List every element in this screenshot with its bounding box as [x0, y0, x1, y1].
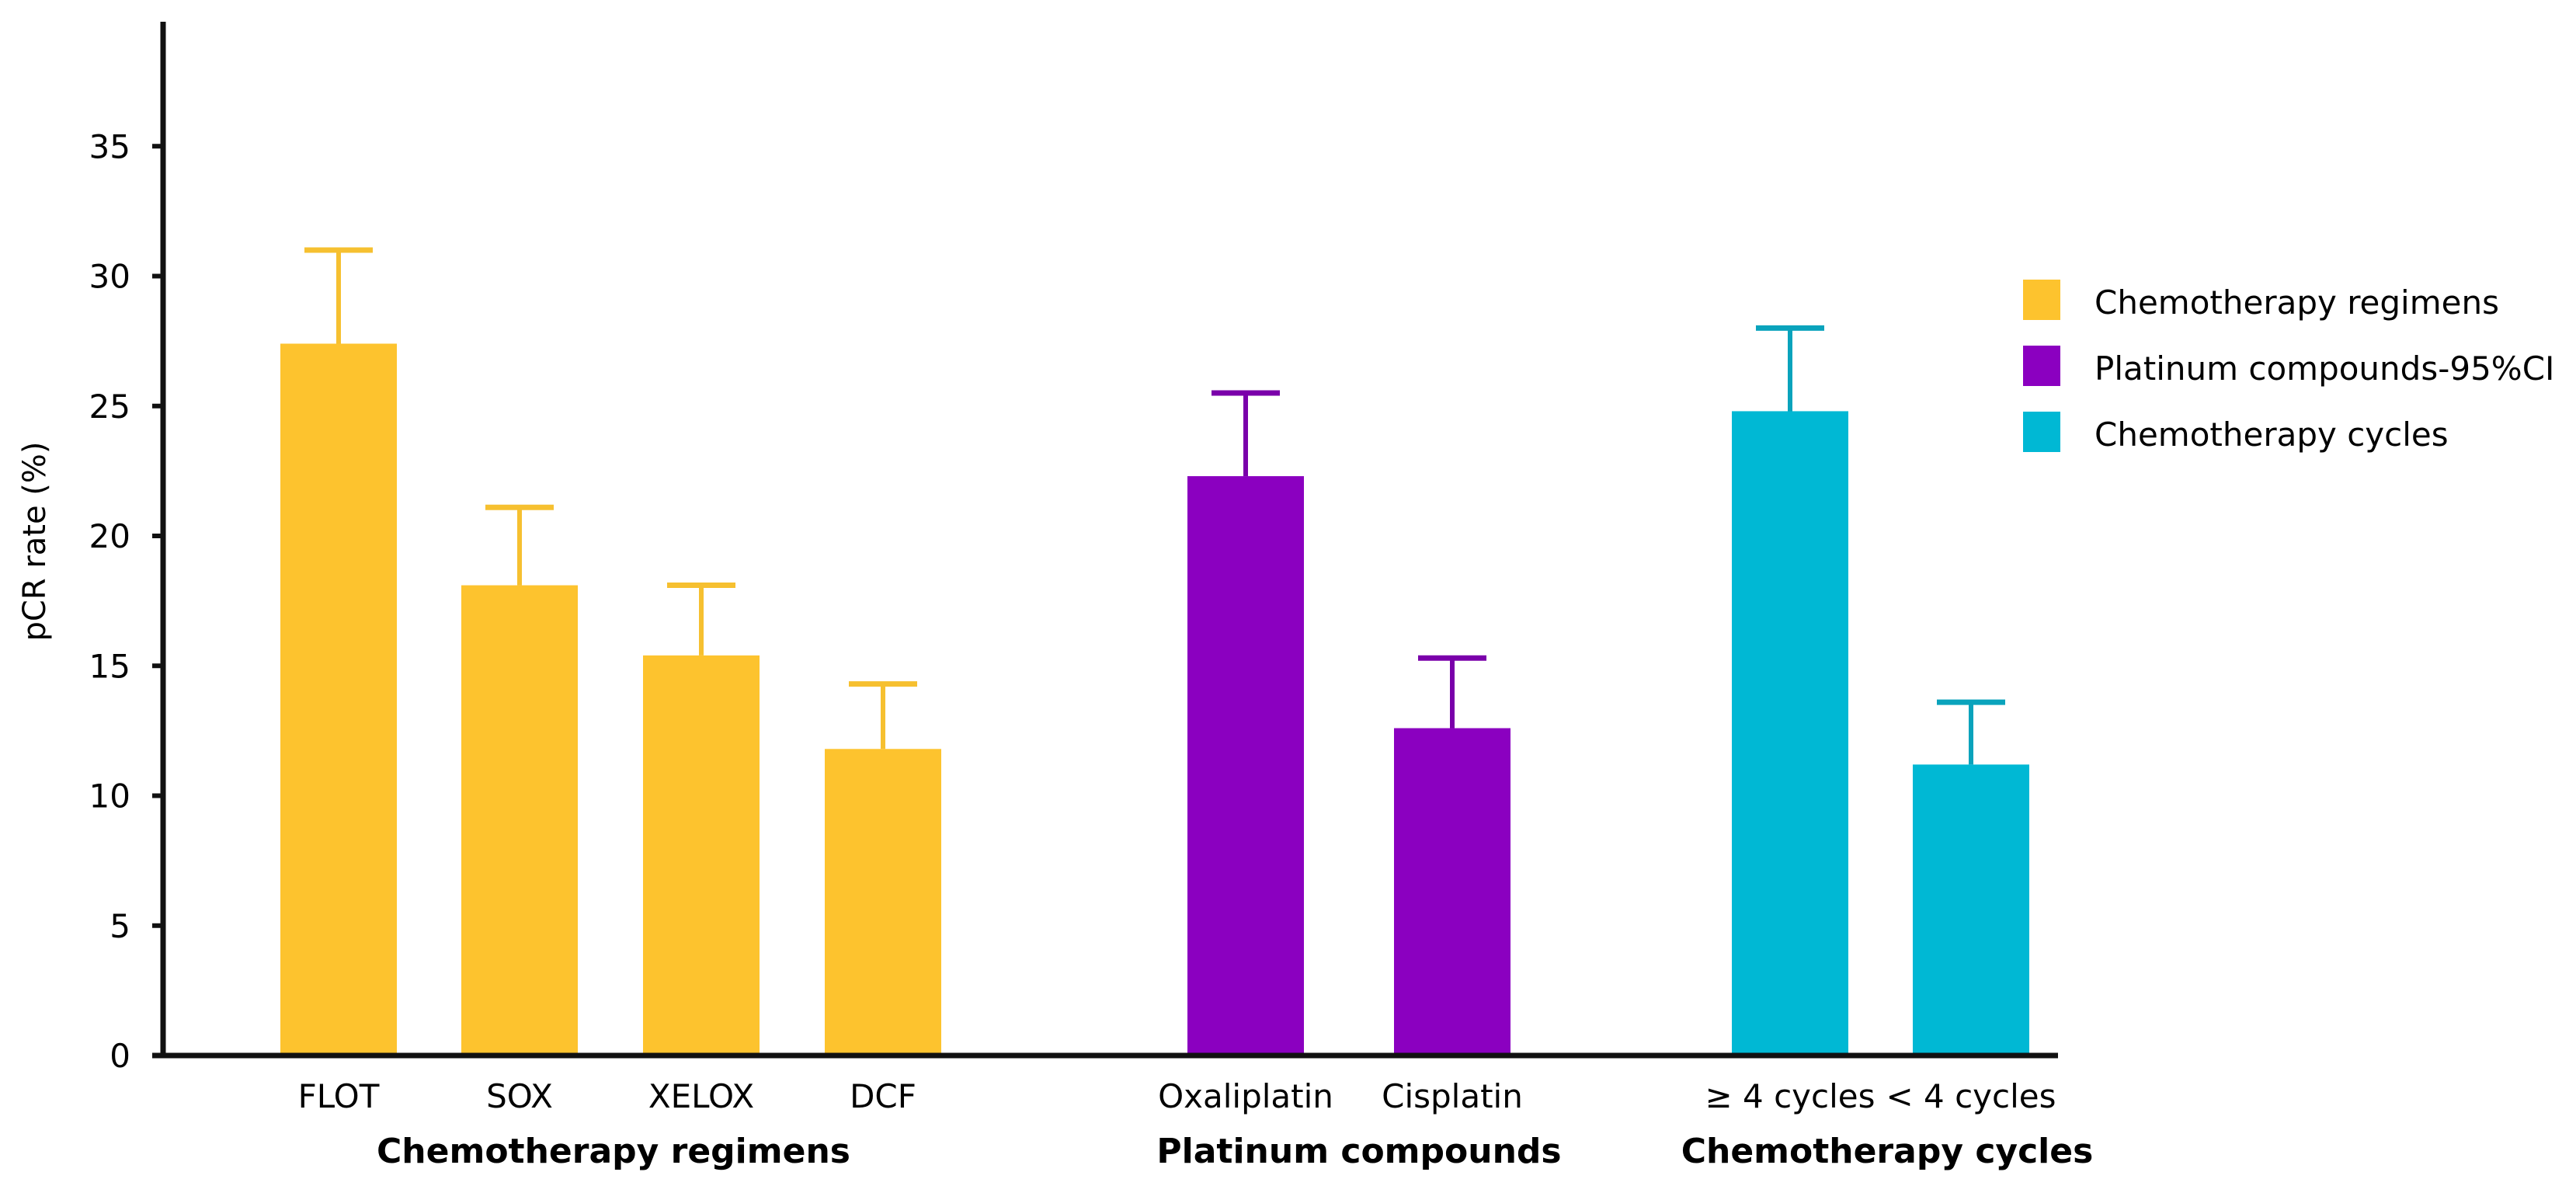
- legend-label: Platinum compounds-95%CI: [2095, 350, 2554, 388]
- x-category-labels: FLOT SOX XELOX DCF Oxaliplatin Cisplatin ≥ 4 c…: [298, 1077, 2056, 1115]
- x-tick-label: FLOT: [298, 1077, 380, 1115]
- x-group-label: Chemotherapy cycles: [1681, 1132, 2094, 1171]
- x-group-labels: Chemotherapy regimens Platinum compounds C…: [377, 1132, 2093, 1171]
- y-axis-title: pCR rate (%): [17, 441, 53, 641]
- y-tick-label: 35: [89, 127, 130, 165]
- x-group-label: Chemotherapy regimens: [377, 1132, 850, 1171]
- axes-layer: [152, 22, 2058, 1059]
- x-tick-label: SOX: [486, 1077, 553, 1115]
- bar-xelox: [643, 655, 760, 1056]
- x-tick-label: XELOX: [648, 1077, 754, 1115]
- x-tick-label: < 4 cycles: [1886, 1077, 2056, 1115]
- y-tick-label: 15: [89, 647, 130, 685]
- bar-4-cycles: [1913, 764, 2029, 1056]
- y-tick-label: 30: [89, 258, 130, 296]
- legend-swatch: [2023, 280, 2060, 320]
- y-tick-label: 25: [89, 388, 130, 426]
- legend-swatch: [2023, 346, 2060, 386]
- bar-dcf: [825, 749, 941, 1056]
- bar-oxaliplatin: [1187, 476, 1304, 1056]
- bar-4-cycles: [1732, 411, 1848, 1056]
- x-tick-label: DCF: [850, 1077, 916, 1115]
- x-tick-label: Oxaliplatin: [1158, 1077, 1333, 1115]
- y-tick-label: 10: [89, 777, 130, 816]
- y-tick-label: 0: [110, 1037, 130, 1075]
- y-ticks: 0 5 10 15 20 25 30 35: [89, 127, 163, 1075]
- y-tick-label: 5: [110, 907, 130, 945]
- bar-flot: [280, 343, 397, 1056]
- bars-layer: [280, 247, 2029, 1056]
- x-tick-label: Cisplatin: [1382, 1077, 1523, 1115]
- legend-label: Chemotherapy cycles: [2095, 416, 2449, 454]
- bar-sox: [461, 585, 578, 1056]
- y-tick-label: 20: [89, 517, 130, 555]
- legend-label: Chemotherapy regimens: [2095, 283, 2499, 322]
- x-group-label: Platinum compounds: [1156, 1132, 1561, 1171]
- legend-swatch: [2023, 412, 2060, 452]
- bar-cisplatin: [1394, 728, 1510, 1056]
- x-tick-label: ≥ 4 cycles: [1705, 1077, 1875, 1115]
- legend: Chemotherapy regimens Platinum compounds-…: [2023, 280, 2554, 454]
